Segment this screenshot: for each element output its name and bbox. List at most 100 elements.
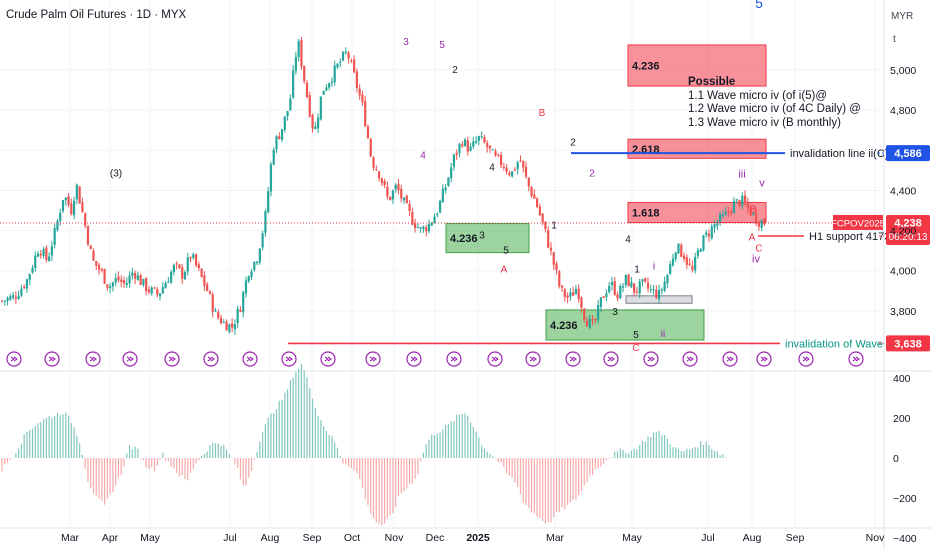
wave-label: v (759, 177, 765, 189)
candle-body (244, 280, 248, 294)
time-axis-label: Mar (546, 532, 565, 544)
candle-body (183, 271, 187, 280)
candle-body (624, 274, 627, 286)
event-icon[interactable] (487, 351, 503, 367)
candle-body (100, 268, 103, 271)
event-icon-arrow (410, 356, 418, 362)
candle-body (699, 249, 702, 252)
candle-body (328, 83, 331, 88)
event-icon[interactable] (6, 351, 22, 367)
candle-body (508, 172, 511, 176)
wave-label: 5 (755, 0, 763, 11)
candle-body (286, 111, 289, 117)
candle-body (455, 152, 458, 155)
candle-body (541, 213, 544, 222)
wave-label: i (653, 261, 655, 273)
candle-body (463, 139, 467, 146)
candle-body (702, 235, 705, 251)
wave-label: 2 (589, 168, 595, 179)
candle-body (172, 264, 175, 273)
event-icon[interactable] (525, 351, 541, 367)
candle-body (158, 293, 162, 297)
candle-body (735, 199, 738, 201)
oscillator-tick-label: 400 (893, 373, 911, 385)
candle-body (743, 195, 747, 204)
wave-label: B (750, 205, 757, 216)
event-icon[interactable] (848, 351, 864, 367)
event-icon[interactable] (281, 351, 297, 367)
candle-body (339, 61, 342, 63)
time-axis-label: Nov (385, 532, 404, 544)
event-icon[interactable] (164, 351, 180, 367)
candle-body (36, 253, 40, 257)
event-icon[interactable] (242, 351, 258, 367)
candle-body (347, 52, 350, 59)
candle-body (255, 261, 259, 264)
event-icon-arrow (324, 356, 332, 362)
candle-body (477, 136, 480, 141)
candle-body (671, 258, 675, 266)
wave-label: 4 (489, 162, 495, 173)
candle-body (436, 213, 439, 216)
candle-body (305, 82, 309, 98)
event-icon[interactable] (565, 351, 581, 367)
candle-body (222, 321, 225, 323)
candle-body (211, 294, 214, 312)
event-icon[interactable] (85, 351, 101, 367)
candle-body (569, 292, 572, 297)
event-icon[interactable] (203, 351, 219, 367)
candle-body (217, 312, 220, 318)
event-icon-arrow (89, 356, 97, 362)
event-icon[interactable] (798, 351, 814, 367)
candle-body (682, 255, 686, 259)
candle-body (452, 154, 456, 167)
candle-body (81, 202, 84, 212)
candle-body (547, 229, 550, 248)
event-icon-arrow (48, 356, 56, 362)
candle-body (366, 126, 370, 139)
candle-body (111, 282, 115, 287)
candle-body (427, 224, 431, 232)
currency-label[interactable]: MYR (891, 11, 914, 22)
candle-body (691, 265, 694, 270)
event-icon[interactable] (643, 351, 659, 367)
event-icon[interactable] (122, 351, 138, 367)
event-icon[interactable] (44, 351, 60, 367)
candle-body (192, 254, 195, 258)
event-icon[interactable] (756, 351, 772, 367)
event-icon[interactable] (365, 351, 381, 367)
countdown-text: 06:20:13 (889, 232, 928, 243)
candle-body (186, 257, 189, 272)
event-icon[interactable] (446, 351, 462, 367)
candle-body (23, 286, 26, 288)
event-icon[interactable] (406, 351, 422, 367)
candle-body (386, 186, 389, 197)
event-icon[interactable] (682, 351, 698, 367)
candle-body (297, 41, 300, 58)
price-badge-text: 4,586 (894, 148, 922, 160)
candle-body (89, 245, 92, 250)
candle-body (572, 292, 575, 296)
candle-body (505, 167, 508, 172)
event-icon[interactable] (722, 351, 738, 367)
candle-body (247, 276, 250, 282)
candle-body (660, 289, 663, 291)
level-line-label: invalidation of Wave 2 (785, 338, 892, 350)
candle-body (538, 206, 541, 216)
candle-body (214, 310, 217, 312)
event-icon-arrow (450, 356, 458, 362)
event-icon[interactable] (320, 351, 336, 367)
candle-body (685, 257, 688, 265)
candle-body (486, 142, 489, 148)
wave-label: 2 (452, 65, 458, 76)
wave-label: 1 (551, 221, 557, 232)
candle-body (433, 216, 436, 224)
wave-label: 1 (634, 265, 640, 276)
candle-body (11, 295, 15, 298)
candle-body (361, 94, 364, 103)
event-icon[interactable] (603, 351, 619, 367)
event-icon-arrow (726, 356, 734, 362)
candle-body (707, 233, 711, 237)
symbol-badge (833, 214, 883, 230)
